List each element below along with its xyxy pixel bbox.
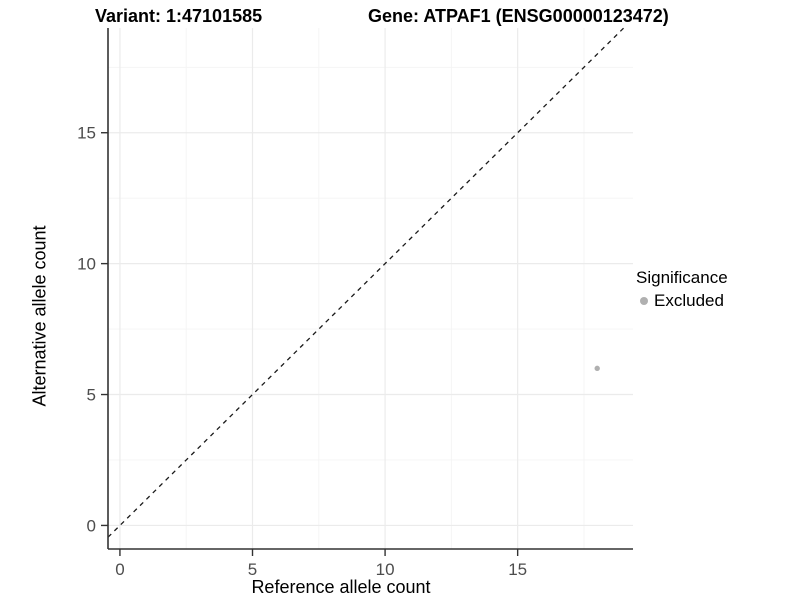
legend-item-label: Excluded <box>654 291 724 310</box>
legend-point-icon <box>640 297 648 305</box>
y-tick-label: 0 <box>87 516 96 535</box>
legend: Significance Excluded <box>636 267 728 311</box>
y-axis-title: Alternative allele count <box>29 225 50 407</box>
data-point <box>594 365 600 372</box>
legend-title: Significance <box>636 268 728 287</box>
y-tick-label: 10 <box>77 255 96 274</box>
x-tick-label: 5 <box>248 560 257 579</box>
x-tick-label: 0 <box>115 560 124 579</box>
y-tick-label: 5 <box>87 386 96 405</box>
x-axis-title: Reference allele count <box>251 577 431 597</box>
x-tick-label: 10 <box>376 560 395 579</box>
legend-item-excluded: Excluded <box>636 291 728 311</box>
variant-title: Variant: 1:47101585 <box>95 6 263 26</box>
y-tick-label: 15 <box>77 124 96 143</box>
identity-line <box>107 27 625 538</box>
gene-title: Gene: ATPAF1 (ENSG00000123472) <box>368 6 669 26</box>
x-tick-label: 15 <box>508 560 527 579</box>
